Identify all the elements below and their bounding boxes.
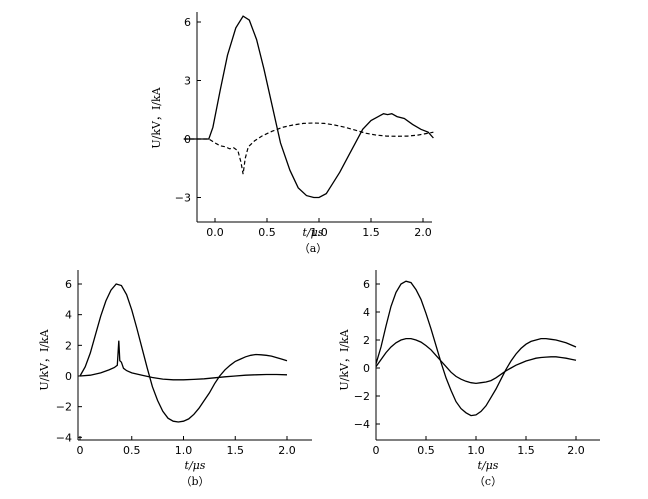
- y-tick-label: 2: [65, 339, 72, 352]
- y-axis-label: U/kV，I/kA: [150, 86, 163, 148]
- y-tick-label: −2: [56, 401, 72, 414]
- y-tick-label: 0: [65, 370, 72, 383]
- x-tick-label: 1.5: [227, 444, 245, 457]
- y-tick-label: 3: [184, 75, 191, 88]
- y-tick-label: 0: [363, 362, 370, 375]
- x-tick-label: 2.0: [567, 444, 585, 457]
- chart-caption: （a）: [299, 242, 328, 255]
- y-tick-label: 2: [363, 334, 370, 347]
- x-tick-label: 2.0: [414, 226, 432, 239]
- y-tick-label: −2: [354, 390, 370, 403]
- y-tick-label: −4: [56, 431, 72, 444]
- chart-2: −4 −2 0 2 4 6 0 0.5 1.0 1.5 2.0 t/μs U/kV，I/kA （b）: [38, 270, 312, 488]
- x-tick-label: 0: [373, 444, 380, 457]
- x-axis-label: t/μs: [478, 459, 499, 472]
- x-tick-label: 0.0: [206, 226, 224, 239]
- y-axis-label: U/kV，I/kA: [38, 328, 51, 390]
- series-line-2: [375, 337, 577, 385]
- chart-3: −4 −2 0 2 4 6 0 0.5 1.0 1.5 2.0 t/μs U/kV，I/kA （c）: [338, 270, 600, 488]
- x-tick-label: 0: [77, 444, 84, 457]
- series-line-1: [375, 280, 577, 417]
- x-tick-label: 0.5: [258, 226, 276, 239]
- y-tick-label: 6: [363, 278, 370, 291]
- y-tick-label: 4: [363, 306, 370, 319]
- series-line-1: [79, 283, 288, 423]
- x-tick-label: 0.5: [417, 444, 435, 457]
- chart-caption: （b）: [180, 475, 209, 488]
- x-tick-label: 1.0: [175, 444, 193, 457]
- x-tick-label: 1.5: [517, 444, 535, 457]
- series-line-2: [79, 340, 288, 381]
- y-tick-label: 6: [65, 278, 72, 291]
- x-tick-label: 1.5: [362, 226, 380, 239]
- x-tick-label: 1.0: [467, 444, 485, 457]
- x-axis-label: t/μs: [185, 459, 206, 472]
- y-tick-label: −3: [175, 192, 191, 205]
- series-line-2: [183, 122, 434, 175]
- y-axis-label: U/kV，I/kA: [338, 328, 351, 390]
- x-axis-label: t/μs: [303, 226, 324, 239]
- x-tick-label: 1.0: [310, 226, 328, 239]
- y-tick-label: 6: [184, 16, 191, 29]
- y-tick-label: −4: [354, 418, 370, 431]
- series-line-1: [183, 15, 434, 199]
- x-tick-label: 2.0: [278, 444, 296, 457]
- chart-caption: （c）: [474, 475, 502, 488]
- x-tick-label: 0.5: [123, 444, 141, 457]
- y-tick-label: 4: [65, 309, 72, 322]
